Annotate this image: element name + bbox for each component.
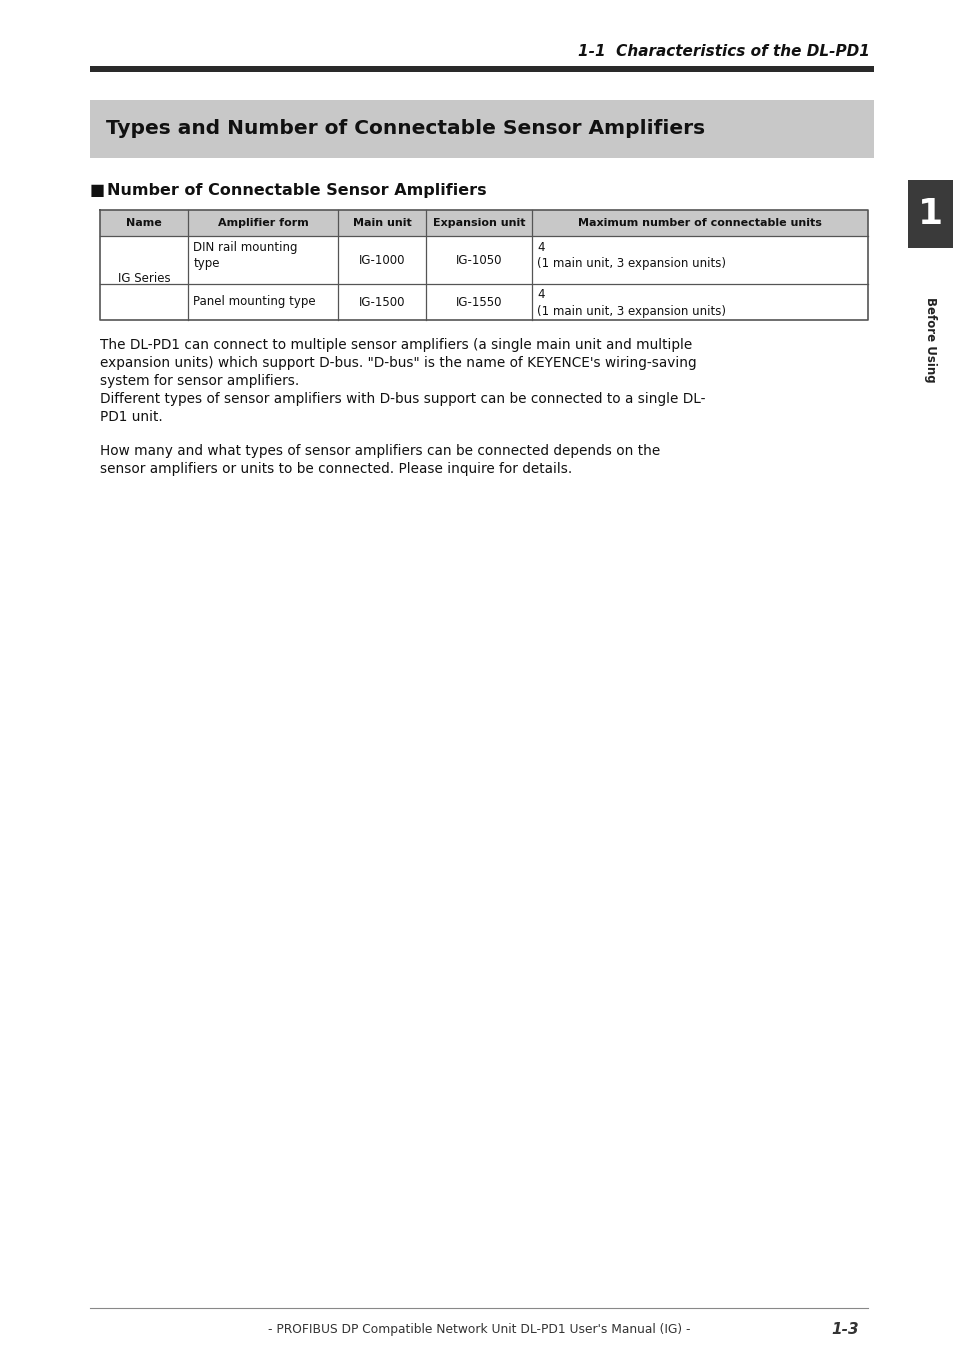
Text: 4
(1 main unit, 3 expansion units): 4 (1 main unit, 3 expansion units) xyxy=(537,288,725,318)
Text: system for sensor amplifiers.: system for sensor amplifiers. xyxy=(100,375,299,388)
Text: Before Using: Before Using xyxy=(923,297,937,383)
Text: IG-1050: IG-1050 xyxy=(456,254,502,266)
Text: IG-1000: IG-1000 xyxy=(358,254,405,266)
Text: Amplifier form: Amplifier form xyxy=(217,218,308,228)
Text: 1-3: 1-3 xyxy=(830,1322,858,1337)
Text: 1: 1 xyxy=(918,197,943,231)
Text: Different types of sensor amplifiers with D-bus support can be connected to a si: Different types of sensor amplifiers wit… xyxy=(100,392,705,406)
Text: DIN rail mounting
type: DIN rail mounting type xyxy=(193,241,297,270)
Bar xyxy=(907,180,953,247)
Text: Number of Connectable Sensor Amplifiers: Number of Connectable Sensor Amplifiers xyxy=(107,183,486,197)
Text: IG Series: IG Series xyxy=(118,272,171,284)
Text: 4
(1 main unit, 3 expansion units): 4 (1 main unit, 3 expansion units) xyxy=(537,241,725,270)
Bar xyxy=(90,100,873,158)
Text: IG-1550: IG-1550 xyxy=(456,296,502,308)
Text: Panel mounting type: Panel mounting type xyxy=(193,296,315,308)
Text: sensor amplifiers or units to be connected. Please inquire for details.: sensor amplifiers or units to be connect… xyxy=(100,462,572,476)
Text: IG-1500: IG-1500 xyxy=(358,296,405,308)
Text: Maximum number of connectable units: Maximum number of connectable units xyxy=(578,218,821,228)
Text: Main unit: Main unit xyxy=(353,218,411,228)
Bar xyxy=(100,210,867,237)
Text: 1-1  Characteristics of the DL-PD1: 1-1 Characteristics of the DL-PD1 xyxy=(578,45,869,59)
Text: ■: ■ xyxy=(90,183,105,197)
Text: PD1 unit.: PD1 unit. xyxy=(100,410,163,425)
Text: Name: Name xyxy=(126,218,162,228)
Text: Types and Number of Connectable Sensor Amplifiers: Types and Number of Connectable Sensor A… xyxy=(106,119,704,138)
Text: expansion units) which support D-bus. "D-bus" is the name of KEYENCE's wiring-sa: expansion units) which support D-bus. "D… xyxy=(100,356,696,370)
Bar xyxy=(90,66,873,72)
Text: The DL-PD1 can connect to multiple sensor amplifiers (a single main unit and mul: The DL-PD1 can connect to multiple senso… xyxy=(100,338,692,352)
Text: - PROFIBUS DP Compatible Network Unit DL-PD1 User's Manual (IG) -: - PROFIBUS DP Compatible Network Unit DL… xyxy=(268,1324,690,1337)
Text: How many and what types of sensor amplifiers can be connected depends on the: How many and what types of sensor amplif… xyxy=(100,443,659,458)
Text: Expansion unit: Expansion unit xyxy=(433,218,525,228)
